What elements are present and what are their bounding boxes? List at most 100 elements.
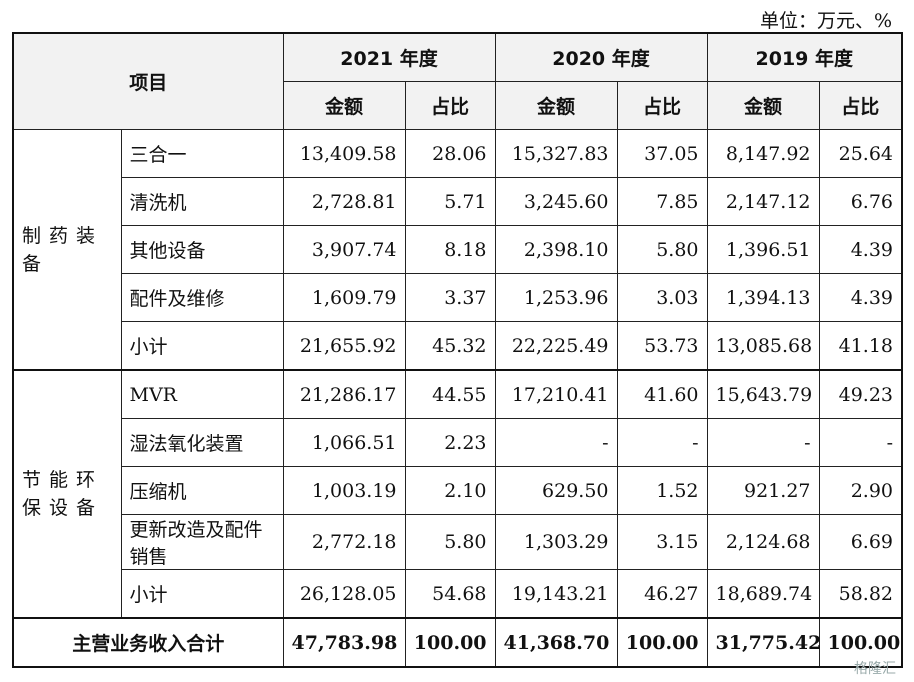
table-row: 湿法氧化装置 1,066.51 2.23- - - -	[13, 418, 903, 467]
ratio-cell: 37.05	[616, 129, 708, 178]
header-year-2021: 2021 年度	[282, 32, 496, 82]
amount-cell: 13,085.68	[706, 321, 820, 371]
amount-cell: 22,225.49	[494, 321, 618, 371]
item-name-cell: 小计	[120, 569, 284, 619]
ratio-cell: 4.39	[818, 273, 903, 322]
revenue-table: 项目 2021 年度 2020 年度 2019 年度 金额 占比 金额 占比 金…	[12, 32, 904, 668]
amount-cell: 1,003.19	[282, 466, 406, 515]
table-row: 压缩机 1,003.19 2.10 629.50 1.52 921.27 2.90	[13, 466, 903, 515]
total-amount-cell: 31,775.42	[706, 617, 821, 668]
total-row: 主营业务收入合计 47,783.98 100.00 41,368.70 100.00 31…	[12, 617, 903, 668]
item-name-cell: 其他设备	[120, 225, 284, 274]
header-ratio: 占比	[616, 81, 708, 130]
ratio-cell: 41.60	[616, 369, 708, 419]
ratio-cell: -	[818, 418, 903, 467]
amount-cell: 1,066.51	[282, 418, 406, 467]
total-amount-cell: 41,368.70	[494, 617, 618, 668]
ratio-cell: 3.37	[404, 273, 496, 322]
ratio-cell: 3.15	[616, 514, 708, 570]
ratio-cell: 8.18	[404, 225, 496, 274]
amount-cell: 1,396.51	[706, 225, 820, 274]
item-name-cell: 小计	[120, 321, 284, 371]
total-ratio-cell: 100.00	[404, 617, 496, 668]
total-amount-cell: 47,783.98	[282, 617, 406, 668]
header-amount: 金额	[282, 81, 406, 130]
table-row: 小计 26,128.05 54.68 19,143.21 46.27 18,689.74 5…	[13, 569, 903, 619]
ratio-cell: 46.27	[616, 569, 708, 619]
amount-cell: 17,210.41	[494, 369, 618, 419]
header-year-2019: 2019 年度	[706, 32, 903, 82]
amount-cell: 8,147.92	[706, 129, 820, 178]
amount-cell: 1,253.96	[494, 273, 618, 322]
ratio-cell: 54.68	[404, 569, 496, 619]
ratio-cell: 2.10	[404, 466, 496, 515]
amount-cell: 3,245.60	[494, 177, 618, 226]
ratio-cell: 1.52	[616, 466, 708, 515]
total-label: 主营业务收入合计	[12, 617, 284, 668]
amount-cell: 21,286.17	[282, 369, 406, 419]
amount-cell: 2,147.12	[706, 177, 820, 226]
item-name-cell: 清洗机	[120, 177, 284, 226]
category-cell: 制药装备	[12, 129, 122, 371]
ratio-cell: 41.18	[818, 321, 903, 371]
amount-cell: 2,772.18	[282, 514, 406, 570]
amount-cell: 1,394.13	[706, 273, 820, 322]
header-ratio: 占比	[818, 81, 903, 130]
table-row: 制药装备 三合一 13,409.58 28.06 15,327.83 37.05 8,147…	[12, 129, 903, 371]
amount-cell: 629.50	[494, 466, 618, 515]
item-name-cell: 压缩机	[120, 466, 284, 515]
total-ratio-cell: 100.00	[616, 617, 708, 668]
ratio-cell: 58.82	[818, 569, 903, 619]
ratio-cell: 49.23	[818, 369, 903, 419]
amount-cell: 15,643.79	[706, 369, 820, 419]
amount-cell: -	[494, 418, 618, 467]
ratio-cell: 3.03	[616, 273, 708, 322]
ratio-cell: 25.64	[818, 129, 903, 178]
ratio-cell: 5.80	[404, 514, 496, 570]
item-name-cell: MVR	[120, 369, 284, 419]
amount-cell: 13,409.58	[282, 129, 406, 178]
ratio-cell: 2.23	[404, 418, 496, 467]
table-row: 节能环保设备 MVR 21,286.17 44.55 17,210.41 41.60 15,…	[12, 369, 903, 619]
table-row: 配件及维修 1,609.79 3.37 1,253.96 3.03 1,394.13 4.3…	[13, 273, 903, 322]
ratio-cell: 5.80	[616, 225, 708, 274]
amount-cell: 3,907.74	[282, 225, 406, 274]
header-item: 项目	[12, 32, 284, 130]
amount-cell: 2,398.10	[494, 225, 618, 274]
ratio-cell: 45.32	[404, 321, 496, 371]
header-ratio: 占比	[404, 81, 496, 130]
amount-cell: 26,128.05	[282, 569, 406, 619]
amount-cell: -	[706, 418, 820, 467]
amount-cell: 21,655.92	[282, 321, 406, 371]
amount-cell: 18,689.74	[706, 569, 820, 619]
ratio-cell: 2.90	[818, 466, 903, 515]
total-ratio-cell: 100.00	[818, 617, 903, 668]
amount-cell: 2,728.81	[282, 177, 406, 226]
watermark-logo: 格隆汇	[854, 661, 896, 677]
amount-cell: 19,143.21	[494, 569, 618, 619]
header-amount: 金额	[494, 81, 618, 130]
table-row: 更新改造及配件销售 2,772.18 5.80 1,303.29 3.15 2,124.6…	[13, 514, 903, 570]
ratio-cell: 44.55	[404, 369, 496, 419]
item-name-cell: 更新改造及配件销售	[120, 514, 284, 570]
ratio-cell: 5.71	[404, 177, 496, 226]
amount-cell: 1,609.79	[282, 273, 406, 322]
item-name-cell: 湿法氧化装置	[120, 418, 284, 467]
amount-cell: 1,303.29	[494, 514, 618, 570]
category-cell: 节能环保设备	[12, 369, 122, 619]
table-row: 小计 21,655.92 45.32 22,225.49 53.73 13,085.68 4…	[13, 321, 903, 371]
amount-cell: 921.27	[706, 466, 820, 515]
ratio-cell: 4.39	[818, 225, 903, 274]
item-name-cell: 配件及维修	[120, 273, 284, 322]
ratio-cell: 6.76	[818, 177, 903, 226]
amount-cell: 2,124.68	[706, 514, 820, 570]
ratio-cell: 53.73	[616, 321, 708, 371]
item-name-cell: 三合一	[120, 129, 284, 178]
ratio-cell: 6.69	[818, 514, 903, 570]
header-amount: 金额	[706, 81, 820, 130]
amount-cell: 15,327.83	[494, 129, 618, 178]
ratio-cell: -	[616, 418, 708, 467]
table-row: 其他设备 3,907.74 8.18 2,398.10 5.80 1,396.51 4.39	[13, 225, 903, 274]
table-row: 清洗机 2,728.81 5.71 3,245.60 7.85 2,147.12 6.76	[13, 177, 903, 226]
ratio-cell: 28.06	[404, 129, 496, 178]
